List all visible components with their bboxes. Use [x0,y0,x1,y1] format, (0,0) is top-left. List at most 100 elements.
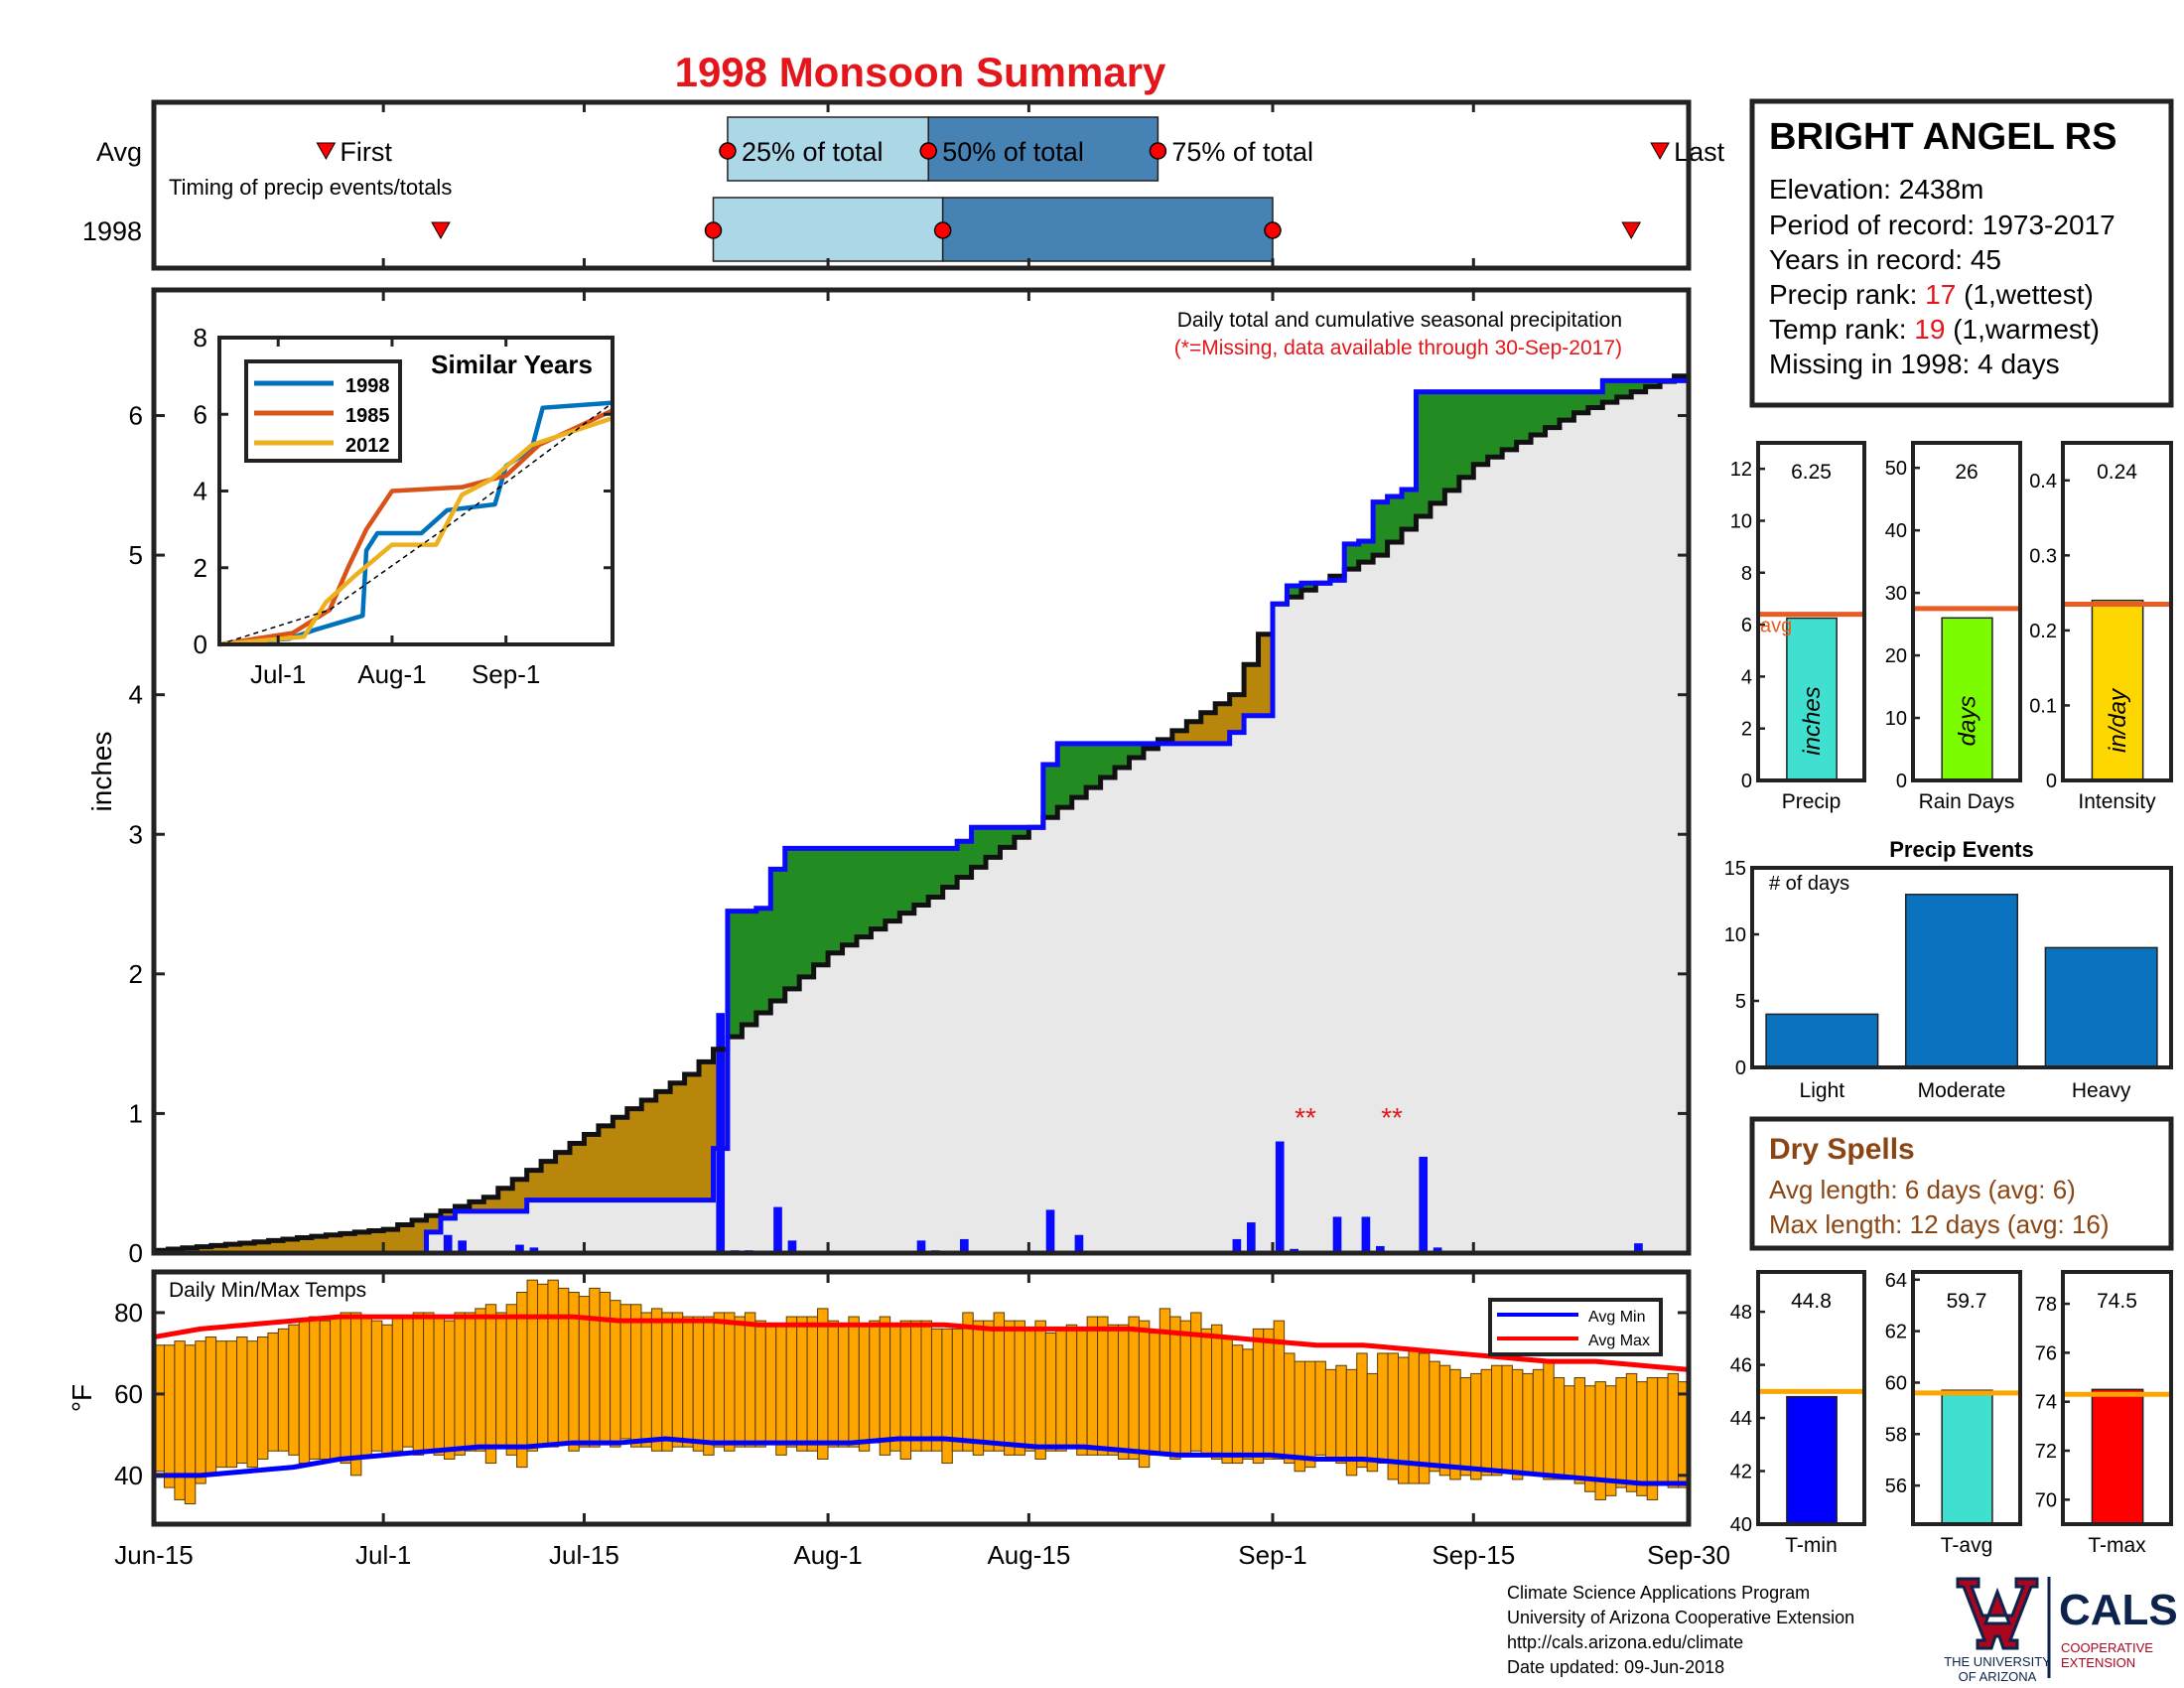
daily-temp-bar [1107,1324,1119,1456]
daily-temp-bar [744,1312,756,1448]
timing-panel: First 25% of total 50% of total 75% of tota… [82,99,1725,271]
daily-temp-bar [1459,1377,1472,1477]
station-period: Period of record: 1973-2017 [1769,210,2116,240]
cumulative-departure-band [1057,743,1073,808]
cumulative-departure-band [1430,391,1445,503]
cumulative-departure-band [1287,586,1302,598]
y1998-quartile-box-2 [941,197,1274,262]
cumulative-departure-band [755,908,771,1014]
similar-years-inset: 0 2 4 6 8 Jul-1 Aug-1 Sep-1 Similar Years 1998 … [194,323,614,689]
timing-label-last: Last [1674,137,1725,167]
daily-temp-bar [993,1312,1006,1452]
daily-temp-bar [837,1324,850,1448]
daily-temp-bar [1553,1377,1566,1480]
daily-temp-bar [1231,1344,1244,1465]
station-info-box: BRIGHT ANGEL RS Elevation: 2438m Period … [1749,98,2174,408]
daily-precip-bar [529,1247,539,1253]
precip-total-y-tick-label: 0 [1741,771,1752,792]
temp-tmin-axis-label: T-min [1785,1534,1838,1557]
precip-total-unit-label: inches [1799,686,1826,755]
cumulative-departure-band [1258,633,1274,716]
daily-precip-bar [1246,1222,1256,1253]
cumulative-departure-band [297,1237,313,1253]
cumulative-departure-band [239,1242,255,1253]
intensity-frame [2061,441,2173,782]
daily-temp-bar [910,1320,922,1452]
cumulative-departure-band [986,827,1002,858]
daily-temp-bar [1149,1332,1160,1456]
cumulative-departure-band [942,848,958,888]
timing-label-75: 75% of total [1171,137,1313,167]
daily-temp-bar [785,1316,798,1448]
cumulative-departure-band [1344,543,1360,570]
main-y-tick-label: 3 [129,819,143,849]
daily-temp-bar [817,1308,829,1460]
daily-temp-bar [1366,1372,1379,1473]
cumulative-departure-band [1502,391,1518,450]
daily-temp-bar [1169,1316,1181,1460]
date-tick-label: Jul-1 [355,1540,411,1570]
daily-temp-bar [370,1320,383,1452]
cumulative-departure-band [311,1236,327,1253]
daily-temp-bar [246,1340,258,1469]
daily-temp-bar [256,1336,269,1460]
main-missing-note: (*=Missing, data available through 30-Se… [1174,337,1622,359]
cumulative-departure-band [326,1234,341,1253]
cumulative-avg-line [154,370,1692,1253]
missing-marker-2: ** [1381,1102,1403,1133]
events-y-tick-label: 10 [1724,924,1746,946]
precip-total-y-tick-label: 8 [1741,563,1752,585]
daily-temp-bar [349,1312,362,1477]
daily-temp-bar [340,1312,351,1465]
figure-title: 1998 Monsoon Summary [675,49,1166,95]
intensity-y-tick-label: 0.3 [2029,545,2057,567]
cumulative-departure-band [570,1143,586,1200]
cumulative-departure-band [283,1238,299,1253]
cumulative-departure-band [469,1201,484,1211]
daily-temp-bar [1117,1324,1130,1460]
daily-temp-bar [1014,1320,1025,1456]
daily-temp-bar [754,1320,766,1448]
cumulative-departure-band [197,1246,212,1253]
cals-logo-text: CALS [2059,1586,2178,1634]
cumulative-departure-band [641,1099,657,1200]
precip-total-frame [1756,441,1866,782]
daily-temp-bar [1034,1320,1046,1460]
daily-temp-bar [1511,1368,1524,1480]
date-tick-label: Jul-15 [549,1540,619,1570]
avg-quartile-marker-1 [719,142,737,160]
temp-tmax-axis-label: T-max [2088,1534,2146,1557]
precip-total-y-tick-label: 12 [1730,459,1752,481]
temp-tmin-y-tick-label: 40 [1730,1514,1752,1536]
precip-total-axis-label: Precip [1782,790,1842,813]
temp-tmin-y-tick-label: 44 [1730,1408,1752,1430]
daily-temp-bar [547,1279,559,1448]
cumulative-departure-band [684,1074,700,1200]
intensity-bar [2091,599,2144,781]
cumulative-departure-band [1487,391,1503,458]
temp-y-label: °F [67,1384,97,1412]
temp-tmax-y-tick-label: 70 [2035,1489,2057,1511]
events-category-label: Moderate [1918,1079,2006,1102]
timing-row-label-avg: Avg [96,137,142,167]
temp-tavg-value-label: 59.7 [1947,1290,1987,1313]
daily-temp-bar [184,1344,197,1505]
inset-title: Similar Years [431,350,593,379]
cumulative-departure-band [1473,391,1489,465]
daily-temp-bar [205,1336,217,1477]
cumulative-departure-band [885,848,900,921]
y1998-quartile-marker-1 [704,221,723,239]
date-axis-labels: Jun-15 Jul-1 Jul-15 Aug-1 Aug-15 Sep-1 Sep-15 S… [114,1540,1730,1570]
rain-days-y-tick-label: 10 [1885,708,1907,730]
daily-temp-bar [713,1312,726,1448]
daily-precip-bar [515,1244,524,1253]
daily-temp-bar [1584,1385,1596,1492]
station-temp-rank: Temp rank: 19 (1,warmest) [1769,314,2100,345]
daily-temp-bar [319,1320,332,1460]
cumulative-departure-band [1631,380,1647,392]
cumulative-departure-band [1171,730,1187,744]
daily-temp-bar [1263,1328,1275,1460]
cumulative-1998-line [154,373,1692,1256]
daily-precip-bar [458,1240,467,1253]
